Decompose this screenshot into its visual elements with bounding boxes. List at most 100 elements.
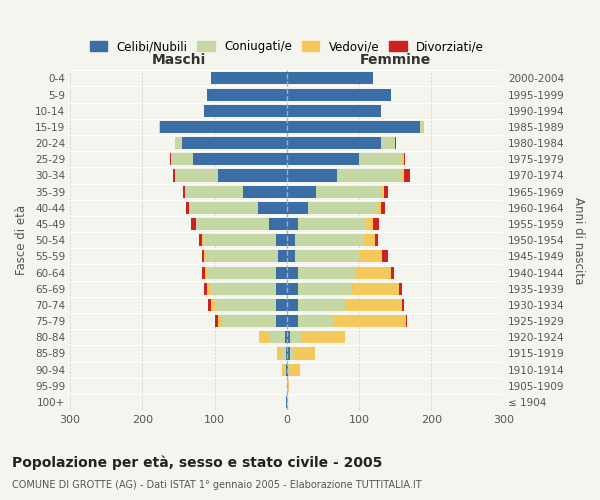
Bar bbox=[160, 121, 287, 133]
Bar bbox=[276, 266, 287, 278]
Bar bbox=[287, 348, 290, 360]
Bar bbox=[399, 282, 403, 295]
Bar bbox=[380, 137, 395, 149]
Bar bbox=[298, 282, 352, 295]
Bar bbox=[207, 282, 211, 295]
Bar bbox=[278, 250, 287, 262]
Bar bbox=[298, 315, 334, 327]
Bar bbox=[211, 299, 215, 311]
Bar bbox=[404, 170, 410, 181]
Bar bbox=[301, 331, 344, 344]
Bar bbox=[287, 137, 380, 149]
Bar bbox=[288, 364, 290, 376]
Bar bbox=[406, 315, 407, 327]
Bar bbox=[286, 364, 287, 376]
Bar bbox=[208, 299, 211, 311]
Bar bbox=[295, 234, 364, 246]
Bar bbox=[298, 218, 366, 230]
Bar bbox=[276, 234, 287, 246]
Bar bbox=[403, 299, 404, 311]
Bar bbox=[211, 72, 287, 85]
Bar bbox=[287, 121, 421, 133]
Bar bbox=[295, 250, 361, 262]
Bar bbox=[203, 234, 276, 246]
Bar bbox=[206, 250, 278, 262]
Bar bbox=[207, 88, 287, 101]
Bar bbox=[218, 315, 222, 327]
Bar bbox=[287, 364, 288, 376]
Text: Popolazione per età, sesso e stato civile - 2005: Popolazione per età, sesso e stato civil… bbox=[12, 455, 382, 469]
Bar bbox=[380, 186, 384, 198]
Bar bbox=[175, 170, 218, 181]
Bar bbox=[215, 315, 218, 327]
Bar bbox=[290, 331, 301, 344]
Bar bbox=[215, 299, 276, 311]
Bar bbox=[298, 266, 355, 278]
Bar bbox=[355, 266, 391, 278]
Bar bbox=[159, 121, 160, 133]
Bar bbox=[287, 282, 298, 295]
Bar bbox=[185, 186, 244, 198]
Bar bbox=[380, 202, 385, 214]
Bar bbox=[199, 234, 202, 246]
Bar bbox=[175, 137, 182, 149]
Bar bbox=[287, 380, 289, 392]
Bar bbox=[395, 137, 396, 149]
Bar bbox=[202, 250, 205, 262]
Bar bbox=[284, 364, 286, 376]
Bar bbox=[287, 299, 298, 311]
Bar bbox=[375, 234, 379, 246]
Bar bbox=[191, 218, 196, 230]
Bar bbox=[287, 218, 298, 230]
Bar bbox=[183, 186, 185, 198]
Bar bbox=[185, 202, 188, 214]
Bar bbox=[352, 282, 399, 295]
Bar bbox=[287, 170, 337, 181]
Bar bbox=[277, 348, 283, 360]
Bar bbox=[286, 348, 287, 360]
Bar bbox=[171, 153, 193, 166]
Bar bbox=[337, 170, 403, 181]
Bar bbox=[384, 186, 388, 198]
Bar bbox=[373, 218, 379, 230]
Bar bbox=[287, 104, 380, 117]
Bar bbox=[284, 331, 287, 344]
Bar bbox=[287, 315, 298, 327]
Bar bbox=[207, 266, 276, 278]
Y-axis label: Fasce di età: Fasce di età bbox=[15, 205, 28, 276]
Bar bbox=[188, 202, 189, 214]
Bar bbox=[287, 234, 295, 246]
Bar bbox=[287, 88, 391, 101]
Bar bbox=[287, 72, 373, 85]
Bar bbox=[287, 331, 290, 344]
Bar bbox=[283, 348, 286, 360]
Bar bbox=[283, 364, 284, 376]
Bar bbox=[286, 396, 287, 408]
Bar bbox=[276, 315, 287, 327]
Bar bbox=[259, 331, 270, 344]
Bar bbox=[421, 121, 424, 133]
Y-axis label: Anni di nascita: Anni di nascita bbox=[572, 196, 585, 284]
Bar bbox=[382, 250, 388, 262]
Bar bbox=[202, 266, 205, 278]
Bar bbox=[276, 282, 287, 295]
Bar bbox=[276, 299, 287, 311]
Bar bbox=[404, 153, 405, 166]
Bar bbox=[366, 218, 373, 230]
Bar bbox=[170, 153, 171, 166]
Bar bbox=[193, 153, 287, 166]
Bar bbox=[173, 170, 175, 181]
Bar bbox=[205, 266, 207, 278]
Bar bbox=[334, 315, 406, 327]
Bar bbox=[359, 153, 403, 166]
Bar bbox=[298, 299, 344, 311]
Bar bbox=[287, 153, 359, 166]
Bar bbox=[344, 299, 403, 311]
Bar bbox=[403, 170, 404, 181]
Bar bbox=[293, 348, 315, 360]
Bar bbox=[196, 218, 269, 230]
Bar bbox=[287, 266, 298, 278]
Bar bbox=[287, 202, 308, 214]
Bar bbox=[203, 104, 287, 117]
Bar bbox=[222, 315, 276, 327]
